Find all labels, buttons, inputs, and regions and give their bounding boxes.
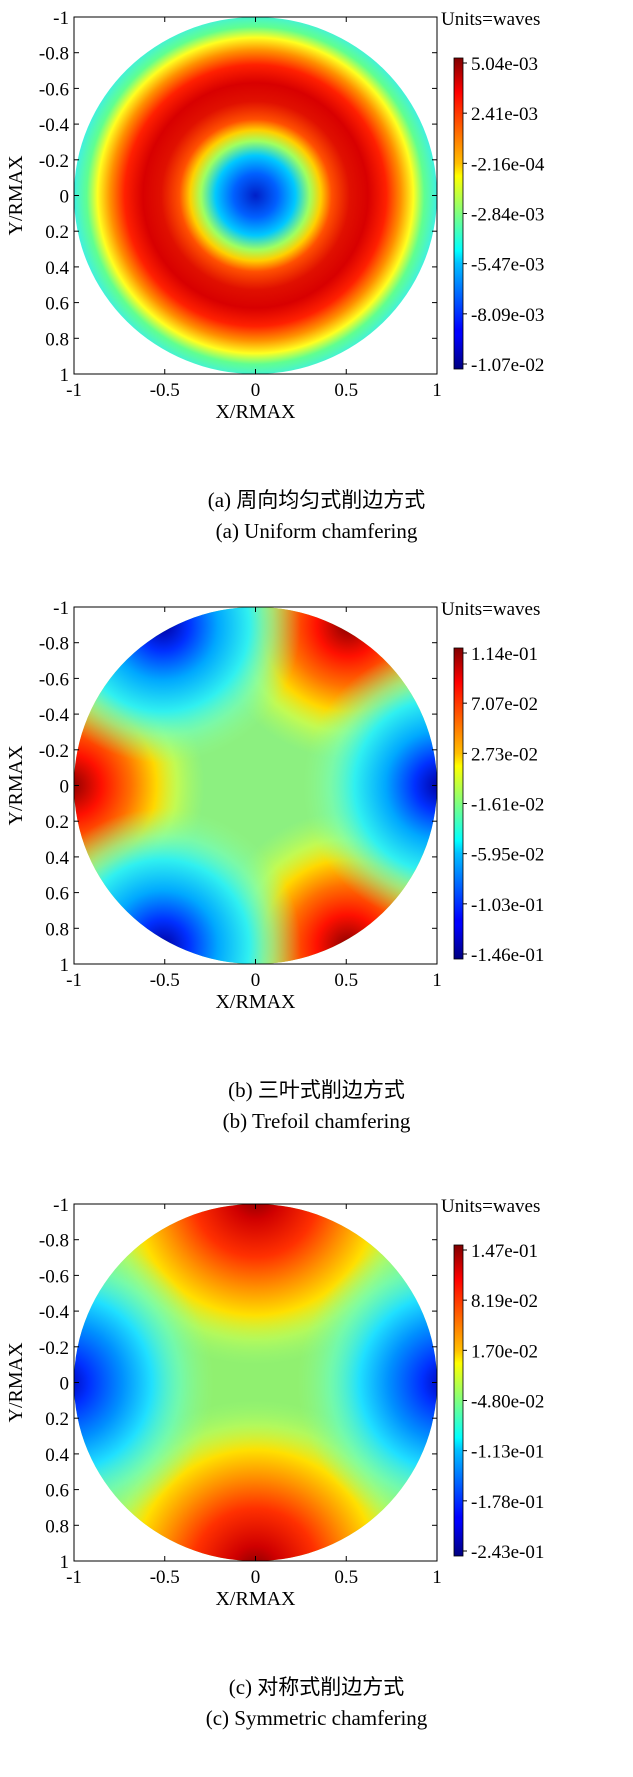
y-tick-label: -0.6 — [39, 669, 69, 690]
y-tick-label: -0.2 — [39, 151, 69, 172]
chart-trefoil: -1 -0.5 0 0.5 1-1-0.8-0.6-0.4-0.200.20.40.60… — [5, 598, 544, 1013]
colorbar-tick-label: 1.70e-02 — [471, 1341, 538, 1362]
chart-panel-uniform: -1 -0.5 0 0.5 1 -1 -0.8 -0.6 -0.4 -0.2 0 0.2 0.4 0.6 0… — [0, 0, 633, 580]
colorbar-tick-label: 7.07e-02 — [471, 694, 538, 715]
x-tick-label: 0.5 — [334, 380, 358, 401]
y-tick-label: 0.8 — [45, 1516, 69, 1537]
x-tick-label: 0.5 — [334, 1567, 358, 1588]
y-tick-label: -0.2 — [39, 1338, 69, 1359]
y-axis-label: Y/RMAX — [5, 1342, 27, 1423]
y-tick-label: 0 — [60, 777, 70, 798]
surface-map — [74, 17, 437, 374]
low-region — [238, 1204, 437, 1561]
y-axis-label: Y/RMAX — [5, 155, 27, 236]
colorbar-tick-label: -4.80e-02 — [471, 1392, 544, 1413]
y-tick-label: 0.6 — [45, 1481, 69, 1502]
y-tick-label: 0.8 — [45, 919, 69, 940]
colorbar-tick-label: 5.04e-03 — [471, 54, 538, 75]
chart-panel-symmetric: -1 -0.5 0 0.5 1 -1 -0.8 -0.6 -0.4 -0.2 0 0.2 0.4 0.6 0… — [0, 1187, 633, 1767]
colorbar-title: Units=waves — [441, 9, 540, 30]
y-tick-label: 0.4 — [45, 848, 69, 869]
y-tick-label: 1 — [60, 365, 70, 386]
y-tick-label: -0.4 — [39, 1302, 70, 1323]
x-axis-label: X/RMAX — [215, 1588, 296, 1610]
x-tick-label: -0.5 — [150, 1567, 180, 1588]
colorbar-tick-label: -2.84e-03 — [471, 205, 544, 226]
caption-en: (b) Trefoil chamfering — [222, 1109, 411, 1133]
caption-cn: (a) 周向均匀式削边方式 — [207, 488, 426, 512]
chart-symmetric: -1 -0.5 0 0.5 1-1-0.8-0.6-0.4-0.200.20.40.60… — [5, 1195, 544, 1610]
x-tick-label: -0.5 — [150, 970, 180, 991]
surface-fill — [74, 17, 437, 374]
caption-cn: (c) 对称式削边方式 — [228, 1675, 405, 1699]
colorbar-tick-label: -1.78e-01 — [471, 1492, 544, 1513]
y-tick-label: 0.2 — [45, 812, 69, 833]
x-tick-label: -1 — [66, 1567, 82, 1588]
surface-map — [74, 1204, 437, 1561]
colorbar-tick-label: 8.19e-02 — [471, 1291, 538, 1312]
y-tick-label: -1 — [53, 1195, 69, 1216]
colorbar — [453, 647, 464, 960]
x-tick-label: 1 — [432, 380, 442, 401]
y-tick-label: -0.6 — [39, 1266, 69, 1287]
y-tick-label: -1 — [53, 598, 69, 619]
colorbar-tick-label: -2.16e-04 — [471, 154, 545, 175]
y-tick-label: 0.6 — [45, 294, 69, 315]
low-lobe — [268, 613, 437, 958]
colorbar-tick-label: -1.46e-01 — [471, 945, 544, 966]
colorbar-tick-label: -1.03e-01 — [471, 895, 544, 916]
y-tick-label: 1 — [60, 955, 70, 976]
colorbar-tick-label: -5.95e-02 — [471, 845, 544, 866]
y-tick-label: -0.8 — [39, 634, 69, 655]
colorbar-tick-label: 1.14e-01 — [471, 644, 538, 665]
x-tick-label: 0 — [251, 970, 261, 991]
x-tick-label: 1 — [432, 970, 442, 991]
y-tick-label: -0.6 — [39, 79, 69, 100]
colorbar-tick-label: 1.47e-01 — [471, 1241, 538, 1262]
y-tick-label: -0.4 — [39, 705, 70, 726]
y-tick-label: 0.4 — [45, 258, 69, 279]
colorbar-tick-label: -8.09e-03 — [471, 305, 544, 326]
y-axis-label: Y/RMAX — [5, 745, 27, 826]
x-tick-label: 0.5 — [334, 970, 358, 991]
y-tick-label: 0.2 — [45, 222, 69, 243]
caption-cn: (b) 三叶式削边方式 — [228, 1078, 405, 1102]
x-axis-label: X/RMAX — [215, 401, 296, 423]
x-tick-label: -1 — [66, 970, 82, 991]
colorbar-tick-label: -2.43e-01 — [471, 1542, 544, 1563]
colorbar-tick-label: 2.41e-03 — [471, 104, 538, 125]
colorbar-title: Units=waves — [441, 599, 540, 620]
chart-panel-trefoil: -1 -0.5 0 0.5 1 -1 -0.8 -0.6 -0.4 -0.2 0 0.2 0.4 0.6 0… — [0, 590, 633, 1170]
y-tick-label: 0.8 — [45, 329, 69, 350]
y-tick-label: -0.2 — [39, 741, 69, 762]
y-tick-label: 1 — [60, 1552, 70, 1573]
y-tick-label: 0.6 — [45, 884, 69, 905]
colorbar-tick-label: -1.07e-02 — [471, 355, 544, 376]
y-tick-label: -0.8 — [39, 1231, 69, 1252]
colorbar-tick-label: 2.73e-02 — [471, 744, 538, 765]
colorbar-tick-label: -5.47e-03 — [471, 255, 544, 276]
y-tick-label: 0.2 — [45, 1409, 69, 1430]
x-tick-label: -1 — [66, 380, 82, 401]
y-tick-label: -0.4 — [39, 115, 70, 136]
x-tick-label: -0.5 — [150, 380, 180, 401]
caption-en: (c) Symmetric chamfering — [205, 1706, 428, 1730]
chart-uniform: -1 -0.5 0 0.5 1-1-0.8-0.6-0.4-0.200.20.40.60… — [5, 8, 545, 423]
colorbar-tick-label: -1.13e-01 — [471, 1442, 544, 1463]
x-tick-label: 0 — [251, 380, 261, 401]
caption-en: (a) Uniform chamfering — [215, 519, 418, 543]
x-tick-label: 1 — [432, 1567, 442, 1588]
y-tick-label: -0.8 — [39, 44, 69, 65]
y-tick-label: 0 — [60, 1374, 70, 1395]
x-tick-label: 0 — [251, 1567, 261, 1588]
x-axis-label: X/RMAX — [215, 991, 296, 1013]
low-region — [74, 1204, 273, 1561]
colorbar-title: Units=waves — [441, 1196, 540, 1217]
y-tick-label: 0.4 — [45, 1445, 69, 1466]
colorbar — [453, 57, 464, 370]
colorbar — [453, 1244, 464, 1557]
y-tick-label: -1 — [53, 8, 69, 29]
colorbar-tick-label: -1.61e-02 — [471, 795, 544, 816]
y-tick-label: 0 — [60, 187, 70, 208]
